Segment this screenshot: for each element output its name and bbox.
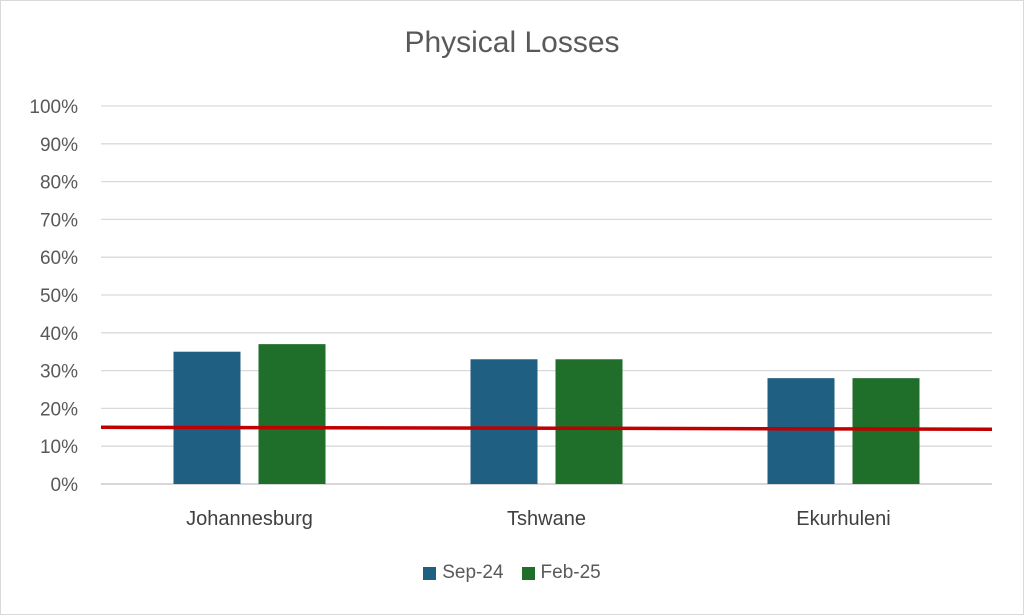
x-tick-label: Tshwane <box>507 508 586 530</box>
reference-line <box>100 425 993 431</box>
legend: Sep-24 Feb-25 <box>0 562 1024 584</box>
y-tick-label: 0% <box>51 475 79 496</box>
y-tick-label: 60% <box>40 248 78 269</box>
y-tick-label: 40% <box>40 324 78 345</box>
y-tick-label: 90% <box>40 135 78 156</box>
legend-label-series-1: Feb-25 <box>540 562 601 583</box>
bar-feb-25-johannesburg <box>258 344 326 484</box>
legend-swatch-series-1 <box>521 566 535 580</box>
bar-feb-25-tshwane <box>555 359 623 484</box>
legend-swatch-series-0 <box>423 566 437 580</box>
legend-label-series-0: Sep-24 <box>442 562 504 583</box>
y-tick-label: 10% <box>40 437 78 458</box>
bar-sep-24-ekurhuleni <box>767 378 835 484</box>
legend-item-series-0: Sep-24 <box>423 562 504 584</box>
x-tick-label: Johannesburg <box>186 508 313 530</box>
y-tick-label: 50% <box>40 286 78 307</box>
y-tick-label: 30% <box>40 362 78 383</box>
bar-sep-24-tshwane <box>470 359 538 484</box>
y-tick-label: 70% <box>40 210 78 231</box>
y-tick-label: 20% <box>40 399 78 420</box>
bar-sep-24-johannesburg <box>173 351 241 484</box>
legend-item-series-1: Feb-25 <box>521 562 601 584</box>
y-tick-label: 100% <box>29 97 78 118</box>
bar-feb-25-ekurhuleni <box>852 378 920 484</box>
chart-title: Physical Losses <box>404 26 620 59</box>
x-tick-label: Ekurhuleni <box>796 508 891 530</box>
y-tick-label: 80% <box>40 173 78 194</box>
